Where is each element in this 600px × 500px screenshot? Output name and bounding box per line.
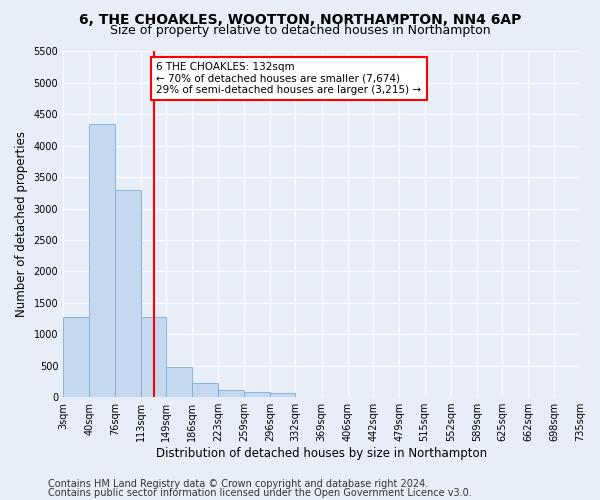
Text: Contains HM Land Registry data © Crown copyright and database right 2024.: Contains HM Land Registry data © Crown c… [48, 479, 428, 489]
Bar [218, 390, 244, 397]
X-axis label: Distribution of detached houses by size in Northampton: Distribution of detached houses by size … [156, 447, 487, 460]
Bar [63, 318, 89, 397]
Bar [166, 367, 193, 397]
Y-axis label: Number of detached properties: Number of detached properties [15, 132, 28, 318]
Text: Size of property relative to detached houses in Northampton: Size of property relative to detached ho… [110, 24, 490, 37]
Bar [244, 392, 270, 397]
Bar [89, 124, 115, 397]
Text: 6 THE CHOAKLES: 132sqm
← 70% of detached houses are smaller (7,674)
29% of semi-: 6 THE CHOAKLES: 132sqm ← 70% of detached… [157, 62, 421, 95]
Text: 6, THE CHOAKLES, WOOTTON, NORTHAMPTON, NN4 6AP: 6, THE CHOAKLES, WOOTTON, NORTHAMPTON, N… [79, 12, 521, 26]
Bar [141, 316, 166, 397]
Text: Contains public sector information licensed under the Open Government Licence v3: Contains public sector information licen… [48, 488, 472, 498]
Bar [115, 190, 141, 397]
Bar [270, 392, 295, 397]
Bar [193, 384, 218, 397]
